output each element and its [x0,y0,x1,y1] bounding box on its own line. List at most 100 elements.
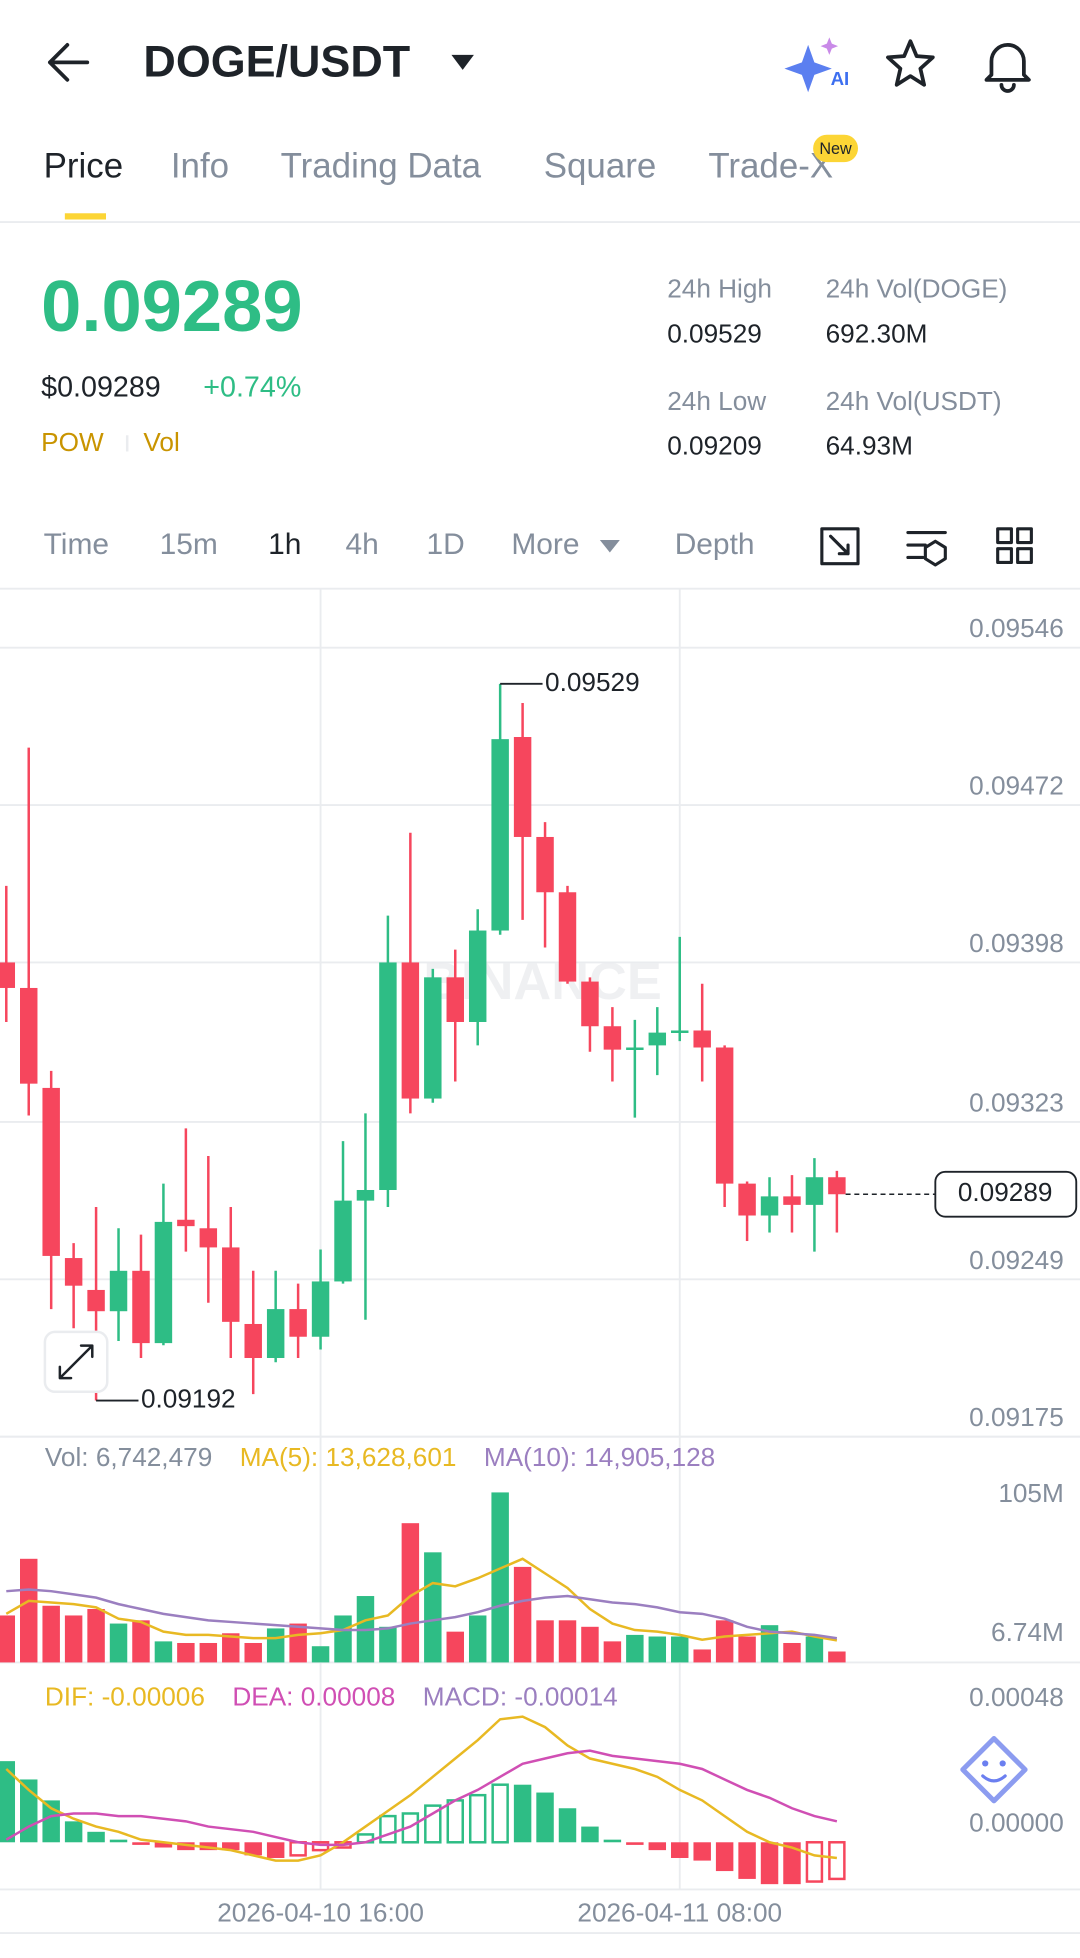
volume-bar [222,1633,240,1663]
stat-label: 24h Vol(USDT) [826,386,1002,416]
interval[interactable]: Time [44,528,109,561]
volume-bar [626,1634,644,1663]
macd-bar [154,1842,173,1848]
macd-bar [109,1839,128,1843]
interval[interactable]: 4h [345,528,378,561]
volume-bar [603,1641,622,1663]
indicator-button[interactable] [906,530,947,567]
candle-body [334,1200,352,1282]
tab[interactable]: Square [544,147,657,186]
tab[interactable]: Trading Data [281,147,482,186]
macd-bar [626,1842,644,1845]
volume-bar [401,1523,420,1663]
macd-bar [648,1842,667,1851]
tag[interactable]: POW [41,427,104,457]
pair-dropdown[interactable] [451,54,474,70]
volume-bar [334,1615,352,1663]
volume-bar [266,1628,285,1663]
y-tick-label: 0.09175 [969,1402,1064,1432]
candle-body [87,1289,105,1312]
macd-bar [468,1793,487,1844]
candle-body [20,987,38,1084]
back-button[interactable] [48,43,90,82]
last-price: 0.09289 [41,267,302,347]
candle-body [805,1177,824,1205]
legend-item: DIF: -0.00006 [45,1682,205,1712]
interval[interactable]: Depth [675,528,755,561]
tab[interactable]: Price [44,147,124,186]
interval[interactable]: 1D [427,528,465,561]
legend-item: DEA: 0.00008 [232,1682,395,1712]
candle-body [289,1309,307,1337]
volume-bar [805,1636,824,1663]
new-badge-label: New [819,140,852,158]
legend-item: Vol: 6,742,479 [45,1442,212,1472]
candle-body [401,962,420,1099]
tab[interactable]: Trade-X [708,147,833,186]
macd-bar [222,1842,240,1851]
pair-title[interactable]: DOGE/USDT [143,36,410,87]
ai-button[interactable]: AI [784,37,849,93]
candle-body [738,1183,756,1216]
assistant-button[interactable] [960,1735,1028,1804]
candle-body [244,1323,262,1359]
candle-body [356,1189,375,1201]
macd-bar [558,1808,577,1843]
tab[interactable]: Info [171,147,229,186]
volume-bar [87,1608,105,1663]
macd-bar [20,1779,38,1843]
volume-bar [311,1646,330,1663]
new-badge [813,134,859,163]
candle-body [199,1228,218,1248]
candle-body [828,1177,846,1195]
macd-bar [87,1831,105,1843]
interval[interactable]: More [511,528,579,561]
y-tick-label: 0.00000 [969,1808,1064,1838]
candle-body [626,1047,644,1051]
interval[interactable]: 1h [268,528,301,561]
legend-item: MA(5): 13,628,601 [240,1442,457,1472]
chart-setting-button[interactable] [820,527,860,566]
volume-bar [783,1642,801,1663]
volume-bar [64,1615,83,1663]
candle-body [311,1281,330,1337]
more-caret [599,540,620,553]
indicator-line [5,1557,838,1642]
volume-bar [244,1642,262,1663]
candle-body [177,1219,195,1227]
last-price-box [934,1170,1078,1218]
candle-body [468,930,487,1022]
stat-label: 24h Vol(DOGE) [826,274,1008,304]
macd-bar [581,1826,599,1843]
macd-bar [693,1842,711,1861]
interval[interactable]: 15m [160,528,218,561]
fullscreen-button[interactable] [43,1330,109,1394]
x-tick-label: 2026-04-10 16:00 [217,1897,424,1927]
candle-body [693,1030,711,1048]
candle-body [64,1258,83,1286]
candle-body [379,962,397,1190]
stat-label: 24h High [667,274,772,304]
price-change: +0.74% [203,372,301,404]
alert-button[interactable] [984,43,1031,93]
volume-bar [468,1615,487,1663]
y-tick-label: 6.74M [991,1617,1064,1647]
legend-item: MA(10): 14,905,128 [484,1442,715,1472]
volume-bar [289,1623,307,1663]
y-tick-label: 0.09398 [969,928,1064,958]
tag[interactable]: Vol [143,427,179,457]
candle-body [154,1221,173,1344]
volume-bar [738,1636,756,1663]
macd-bar [603,1839,622,1843]
high-label: 0.09529 [545,667,640,697]
layout-button[interactable] [996,527,1033,565]
stat-label: 24h Low [667,386,766,416]
legend-item: MACD: -0.00014 [423,1682,618,1712]
stat-value: 0.09209 [667,431,762,461]
volume-bar [132,1620,150,1663]
favorite-button[interactable] [886,39,935,87]
candle-body [446,977,464,1022]
candle-body [109,1270,128,1312]
macd-bar [715,1842,734,1872]
